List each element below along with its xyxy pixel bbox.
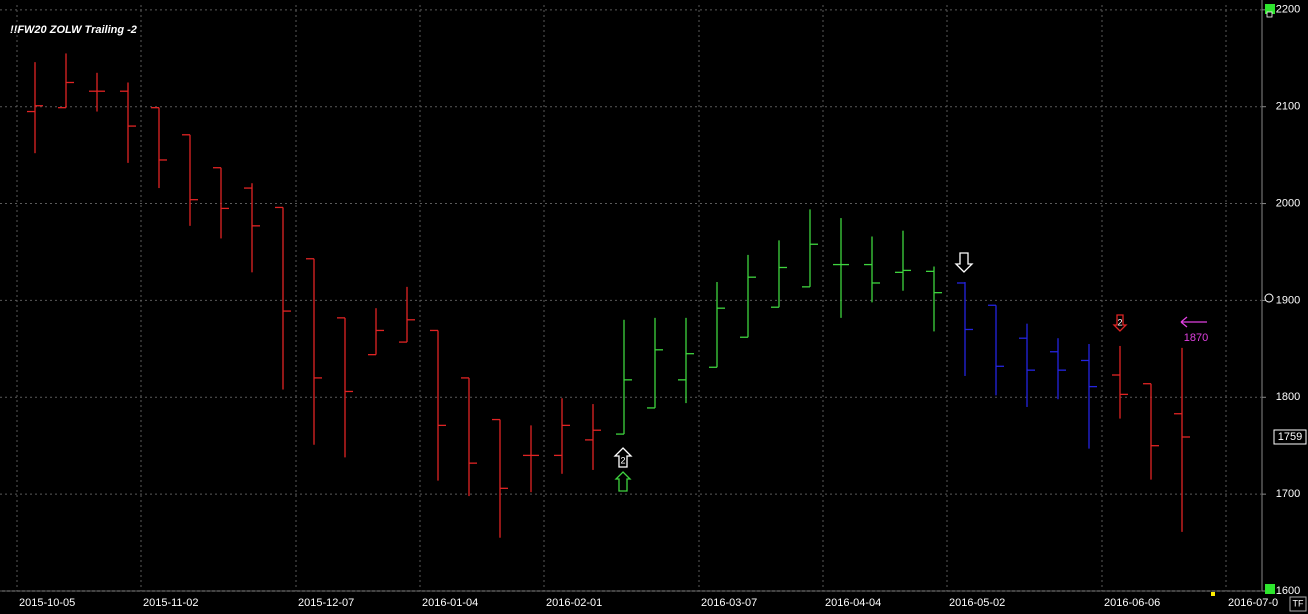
signal-label: 2 bbox=[1117, 317, 1122, 327]
last-price-label: 1759 bbox=[1278, 431, 1302, 443]
target-label: 1870 bbox=[1184, 332, 1208, 344]
scroll-handle[interactable] bbox=[1265, 584, 1275, 594]
bars bbox=[27, 53, 1190, 538]
y-tick-label: 1600 bbox=[1276, 585, 1300, 597]
scroll-handle[interactable] bbox=[1266, 11, 1273, 18]
marker bbox=[1211, 592, 1215, 596]
y-tick-label: 2100 bbox=[1276, 101, 1300, 113]
x-tick-label: 2016-01-04 bbox=[422, 597, 478, 609]
x-tick-label: 2016-06-06 bbox=[1104, 597, 1160, 609]
y-tick-label: 1800 bbox=[1276, 391, 1300, 403]
x-tick-label: 2015-10-05 bbox=[19, 597, 75, 609]
buy-arrow bbox=[614, 471, 632, 492]
grid bbox=[0, 5, 1266, 592]
y-tick-label: 2200 bbox=[1276, 4, 1300, 16]
last-price-box bbox=[1273, 429, 1307, 445]
x-tick-label: 2016-03-07 bbox=[701, 597, 757, 609]
x-tick-label: 2015-11-02 bbox=[143, 597, 198, 609]
labels: 1600 1700 1800 1900 2000 2100 2200 2015-10-05 20… bbox=[19, 4, 1307, 609]
chart-title: !!FW20 ZOLW Trailing -2 bbox=[10, 24, 137, 36]
x-tick-label: 2015-12-07 bbox=[298, 597, 354, 609]
buy-arrow: 2 bbox=[613, 447, 633, 468]
signal-label: 2 bbox=[620, 455, 625, 465]
exit-arrow: 2 bbox=[1112, 314, 1128, 332]
y-tick-label: 2000 bbox=[1276, 197, 1300, 209]
y-tick-label: 1900 bbox=[1276, 294, 1300, 306]
sell-arrow bbox=[954, 252, 974, 273]
scale-handle[interactable] bbox=[1264, 293, 1274, 303]
scroll-handle[interactable] bbox=[1265, 4, 1275, 14]
tf-label: TF bbox=[1293, 598, 1304, 608]
x-tick-label: 2016-07-0 bbox=[1228, 597, 1278, 609]
target-arrow bbox=[1180, 316, 1207, 328]
tf-button[interactable] bbox=[1289, 596, 1307, 612]
x-tick-label: 2016-05-02 bbox=[949, 597, 1005, 609]
x-tick-label: 2016-02-01 bbox=[546, 597, 602, 609]
y-tick-label: 1700 bbox=[1276, 488, 1300, 500]
x-tick-label: 2016-04-04 bbox=[825, 597, 881, 609]
